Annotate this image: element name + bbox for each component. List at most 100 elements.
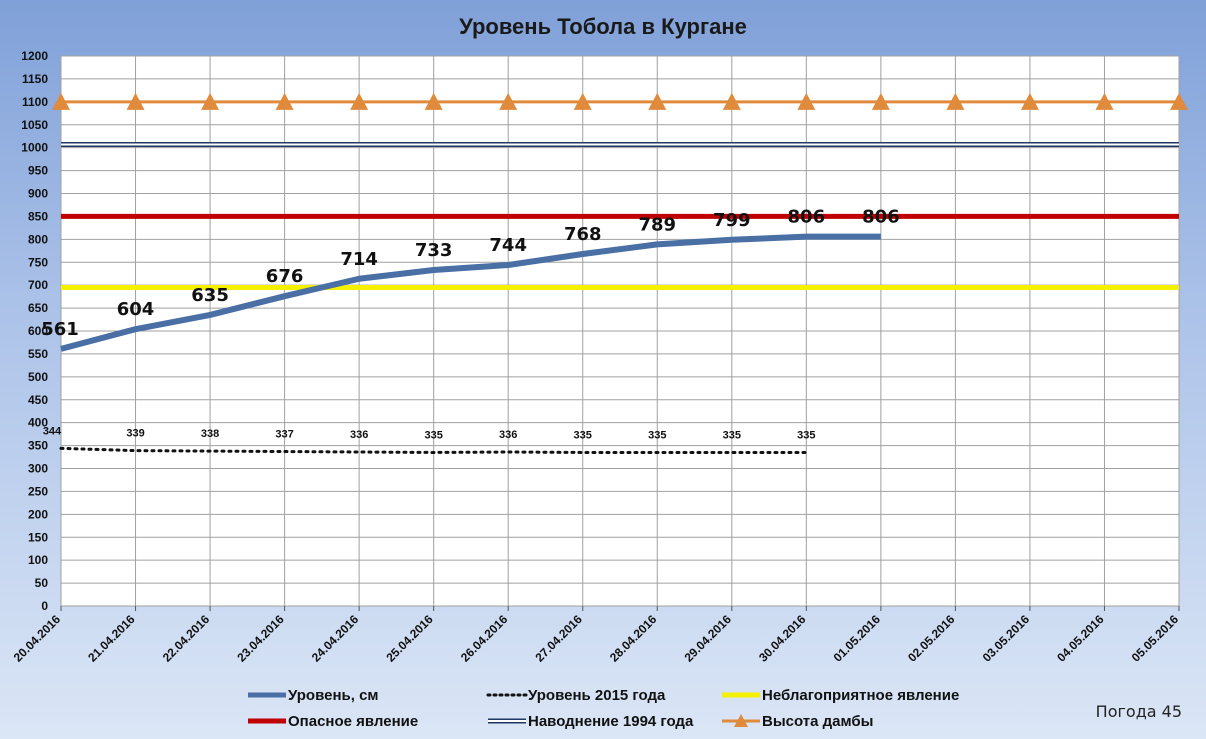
dam-marker	[648, 92, 667, 110]
x-tick-label: 03.05.2016	[980, 612, 1033, 665]
series-group	[52, 92, 1188, 454]
data-label-2015: 344	[43, 425, 62, 437]
y-tick-label: 900	[28, 187, 48, 201]
y-tick-label: 950	[28, 164, 48, 178]
dam-marker	[1170, 92, 1188, 110]
y-tick-label: 750	[28, 255, 48, 269]
dam-marker	[52, 92, 70, 110]
data-label-2015: 335	[723, 429, 741, 441]
legend-label: Уровень 2015 года	[528, 687, 666, 704]
legend-item: Высота дамбы	[722, 713, 873, 730]
x-tick-label: 04.05.2016	[1054, 612, 1107, 665]
x-tick-label: 30.04.2016	[756, 612, 809, 665]
data-label-2015: 336	[499, 429, 517, 441]
legend-label: Опасное явление	[288, 713, 418, 730]
y-tick-label: 800	[28, 232, 48, 246]
dam-marker	[350, 92, 369, 110]
data-label-2015: 335	[574, 429, 592, 441]
y-tick-label: 700	[28, 278, 48, 292]
dam-marker	[275, 92, 294, 110]
y-tick-label: 200	[28, 507, 48, 521]
x-tick-label: 27.04.2016	[532, 612, 585, 665]
data-label-level: 733	[415, 240, 453, 261]
x-tick-label: 22.04.2016	[160, 612, 213, 665]
legend-item: Наводнение 1994 года	[488, 713, 694, 730]
data-label-level: 806	[788, 207, 826, 228]
y-tick-label: 150	[28, 530, 48, 544]
y-tick-label: 650	[28, 301, 48, 315]
dam-marker	[871, 92, 890, 110]
data-label-level: 635	[191, 285, 229, 306]
data-label-level: 799	[713, 210, 751, 231]
legend: Уровень, см Уровень 2015 года Неблагоприят…	[248, 687, 959, 730]
y-tick-label: 50	[35, 576, 49, 590]
data-label-level: 604	[117, 299, 155, 320]
data-label-level: 789	[638, 214, 676, 235]
x-tick-label: 01.05.2016	[831, 612, 884, 665]
dam-marker	[201, 92, 220, 110]
dam-marker	[1095, 92, 1114, 110]
data-label-2015: 335	[797, 429, 815, 441]
legend-item: Опасное явление	[248, 713, 418, 730]
y-tick-label: 300	[28, 462, 48, 476]
dam-marker	[1020, 92, 1039, 110]
dam-marker	[946, 92, 965, 110]
y-tick-label: 1150	[22, 72, 48, 86]
x-tick-label: 21.04.2016	[85, 612, 138, 665]
dam-marker	[573, 92, 592, 110]
y-tick-label: 350	[28, 439, 48, 453]
y-tick-label: 500	[28, 370, 48, 384]
y-axis: 0 50 100 150 200 250 300 350 400 450 500 550 600 650 7…	[21, 49, 48, 613]
legend-label: Высота дамбы	[762, 713, 873, 730]
legend-label: Неблагоприятное явление	[762, 687, 959, 704]
legend-item: Уровень, см	[248, 687, 379, 704]
x-tick-label: 23.04.2016	[234, 612, 287, 665]
data-label-level: 561	[41, 319, 79, 340]
data-label-level: 714	[340, 249, 378, 270]
legend-marker	[734, 714, 748, 727]
legend-item: Неблагоприятное явление	[722, 687, 959, 704]
data-label-level: 806	[862, 207, 900, 228]
y-tick-label: 1200	[21, 49, 48, 63]
y-tick-label: 250	[28, 484, 48, 498]
y-tick-label: 1000	[21, 141, 48, 155]
x-tick-label: 29.04.2016	[682, 612, 735, 665]
data-label-2015: 335	[424, 429, 442, 441]
y-tick-label: 450	[28, 393, 48, 407]
dam-marker	[424, 92, 443, 110]
dam-marker	[722, 92, 741, 110]
x-axis: 20.04.2016 21.04.2016 22.04.2016 23.04.2016…	[11, 606, 1182, 665]
x-tick-label: 28.04.2016	[607, 612, 660, 665]
y-tick-label: 550	[28, 347, 48, 361]
x-tick-label: 25.04.2016	[383, 612, 436, 665]
data-label-2015: 338	[201, 428, 219, 440]
data-label-2015: 339	[126, 428, 144, 440]
data-label-2015: 336	[350, 429, 368, 441]
y-tick-label: 850	[28, 209, 48, 223]
series-line-2015	[59, 446, 808, 454]
x-tick-label: 02.05.2016	[905, 612, 958, 665]
x-tick-label: 26.04.2016	[458, 612, 511, 665]
data-labels: 344 339 338 337 336 335 336 335 335 335 335 561 604 6…	[41, 207, 899, 442]
dam-marker	[126, 92, 145, 110]
y-tick-label: 0	[41, 599, 48, 613]
series-line-level	[60, 233, 881, 352]
x-tick-label: 05.05.2016	[1129, 612, 1182, 665]
y-tick-label: 1100	[22, 95, 48, 109]
dam-marker	[499, 92, 518, 110]
data-label-level: 768	[564, 224, 602, 245]
legend-item: Уровень 2015 года	[486, 687, 666, 704]
y-tick-label: 100	[28, 553, 48, 567]
data-label-level: 676	[266, 266, 304, 287]
y-tick-label: 600	[28, 324, 48, 338]
y-tick-label: 400	[28, 416, 48, 430]
chart-title: Уровень Тобола в Кургане	[459, 14, 747, 39]
data-label-2015: 337	[275, 429, 293, 441]
data-label-level: 744	[489, 235, 527, 256]
data-label-2015: 335	[648, 429, 666, 441]
brand-watermark: Погода 45	[1096, 702, 1182, 721]
legend-label: Наводнение 1994 года	[528, 713, 694, 730]
y-tick-label: 1050	[21, 118, 48, 132]
